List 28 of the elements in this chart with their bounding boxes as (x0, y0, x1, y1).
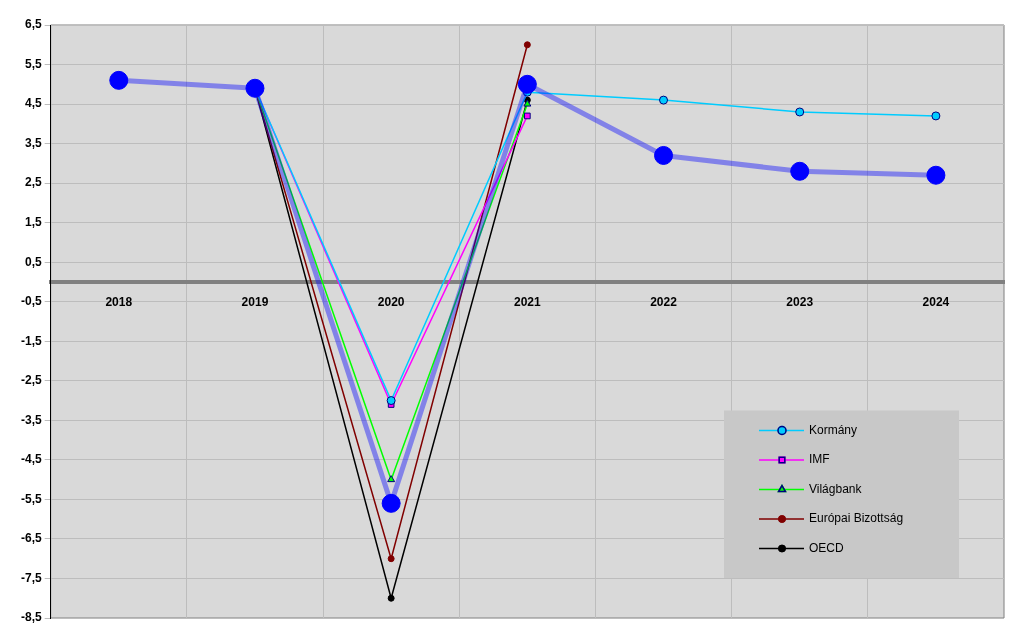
x-tick-label: 2024 (922, 295, 950, 310)
y-tick-label: 4,5 (24, 96, 42, 111)
y-tick-label: -8,5 (20, 610, 42, 625)
y-tick-label: 3,5 (24, 135, 42, 150)
y-tick-label: -2,5 (20, 373, 42, 388)
x-tick-label: 2019 (241, 295, 269, 310)
y-tick-label: 5,5 (24, 56, 42, 71)
y-tick-label: -4,5 (20, 452, 42, 467)
x-tick-label: 2023 (786, 295, 814, 310)
y-tick-label: -5,5 (20, 491, 42, 506)
y-tick-label: -0,5 (20, 294, 42, 309)
y-tick-label: -6,5 (20, 531, 42, 546)
y-tick-label: -3,5 (20, 412, 42, 427)
legend-label: OECD (809, 540, 844, 555)
y-tick-label: -7,5 (20, 570, 42, 585)
y-tick-label: 0,5 (24, 254, 42, 269)
x-tick-label: 2021 (513, 295, 542, 310)
legend-label: Kormány (809, 422, 858, 437)
legend-label: Európai Bizottság (809, 511, 904, 526)
x-tick-label: 2020 (377, 295, 405, 310)
x-tick-label: 2018 (105, 295, 133, 310)
x-tick-label: 2022 (650, 295, 678, 310)
y-tick-label: 6,5 (24, 17, 42, 32)
y-tick-label: 1,5 (24, 214, 42, 229)
legend-label: Világbank (809, 481, 863, 496)
y-tick-label: -1,5 (20, 333, 42, 348)
y-tick-label: 2,5 (24, 175, 42, 190)
legend-label: IMF (809, 452, 830, 467)
